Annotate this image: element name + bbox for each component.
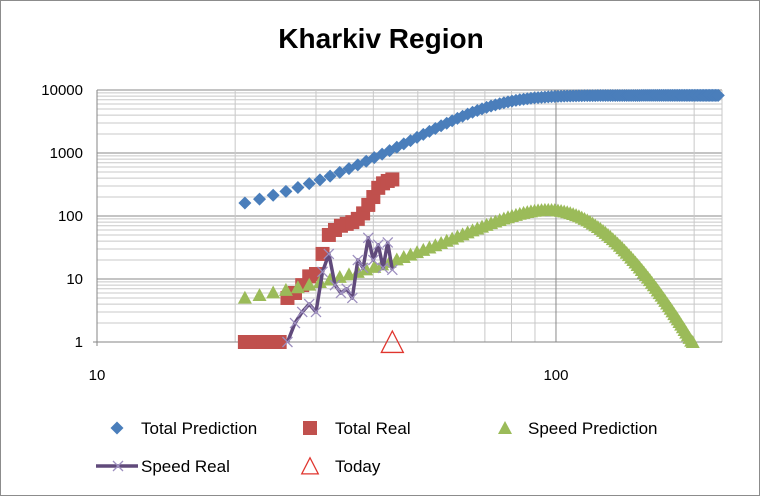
y-tick-label: 1000 bbox=[50, 145, 83, 162]
legend-label: Today bbox=[335, 457, 381, 476]
data-point bbox=[310, 306, 322, 318]
legend-item: Total Prediction bbox=[110, 419, 257, 438]
data-point bbox=[302, 277, 317, 291]
data-marks bbox=[237, 88, 725, 354]
y-tick-label: 10 bbox=[66, 271, 83, 288]
legend-label: Speed Prediction bbox=[528, 419, 657, 438]
data-point bbox=[266, 188, 280, 202]
series-today bbox=[380, 329, 405, 354]
tick-labels: 1 10 100 1000 10000 10 100 bbox=[41, 82, 568, 384]
data-point bbox=[278, 282, 293, 296]
x-tick-label: 10 bbox=[89, 367, 106, 384]
data-point bbox=[253, 192, 267, 206]
series-total-prediction bbox=[238, 88, 725, 210]
data-point bbox=[385, 172, 400, 187]
data-point bbox=[352, 254, 364, 266]
data-point bbox=[386, 264, 398, 276]
data-point bbox=[282, 336, 293, 348]
chart-title: Kharkiv Region bbox=[278, 23, 484, 54]
data-point bbox=[272, 335, 287, 349]
data-point bbox=[357, 262, 369, 274]
legend: Total Prediction Total Real Speed Predicti… bbox=[96, 419, 657, 476]
legend-label: Speed Real bbox=[141, 457, 230, 476]
legend-label: Total Real bbox=[335, 419, 411, 438]
data-point bbox=[341, 283, 353, 295]
y-tick-label: 100 bbox=[58, 208, 83, 225]
legend-marker bbox=[110, 421, 124, 435]
data-point bbox=[291, 181, 305, 195]
legend-item: Speed Real bbox=[96, 457, 230, 476]
data-point bbox=[237, 290, 252, 304]
legend-item: Total Real bbox=[303, 419, 411, 438]
data-point bbox=[323, 169, 337, 183]
data-point bbox=[252, 288, 267, 302]
data-point bbox=[238, 196, 252, 210]
data-point bbox=[279, 184, 293, 198]
data-point bbox=[685, 335, 700, 348]
legend-marker bbox=[303, 421, 317, 435]
legend-item: Today bbox=[300, 456, 381, 476]
x-tick-label: 100 bbox=[543, 367, 568, 384]
data-point bbox=[362, 232, 374, 244]
data-point bbox=[377, 262, 389, 274]
axes bbox=[93, 90, 722, 346]
data-point bbox=[266, 285, 281, 299]
legend-marker bbox=[300, 456, 320, 475]
data-point bbox=[317, 266, 328, 278]
data-point bbox=[382, 237, 394, 248]
legend-marker bbox=[112, 460, 124, 472]
data-point bbox=[711, 88, 725, 102]
data-point bbox=[313, 173, 327, 187]
legend-item: Speed Prediction bbox=[498, 419, 657, 438]
data-point bbox=[302, 177, 316, 191]
data-point bbox=[323, 248, 335, 260]
y-tick-label: 1 bbox=[75, 334, 83, 351]
data-point bbox=[303, 298, 315, 310]
series-speed-real bbox=[282, 232, 398, 348]
data-point bbox=[329, 279, 341, 291]
data-point bbox=[346, 292, 358, 304]
data-point bbox=[367, 254, 379, 266]
data-point bbox=[380, 329, 405, 354]
y-tick-label: 10000 bbox=[41, 82, 83, 99]
data-point bbox=[372, 239, 384, 251]
data-point bbox=[289, 317, 301, 329]
data-point bbox=[335, 287, 347, 299]
legend-label: Total Prediction bbox=[141, 419, 257, 438]
data-point bbox=[422, 124, 436, 138]
data-point bbox=[290, 280, 305, 294]
grid bbox=[96, 89, 723, 343]
legend-marker bbox=[498, 421, 512, 434]
